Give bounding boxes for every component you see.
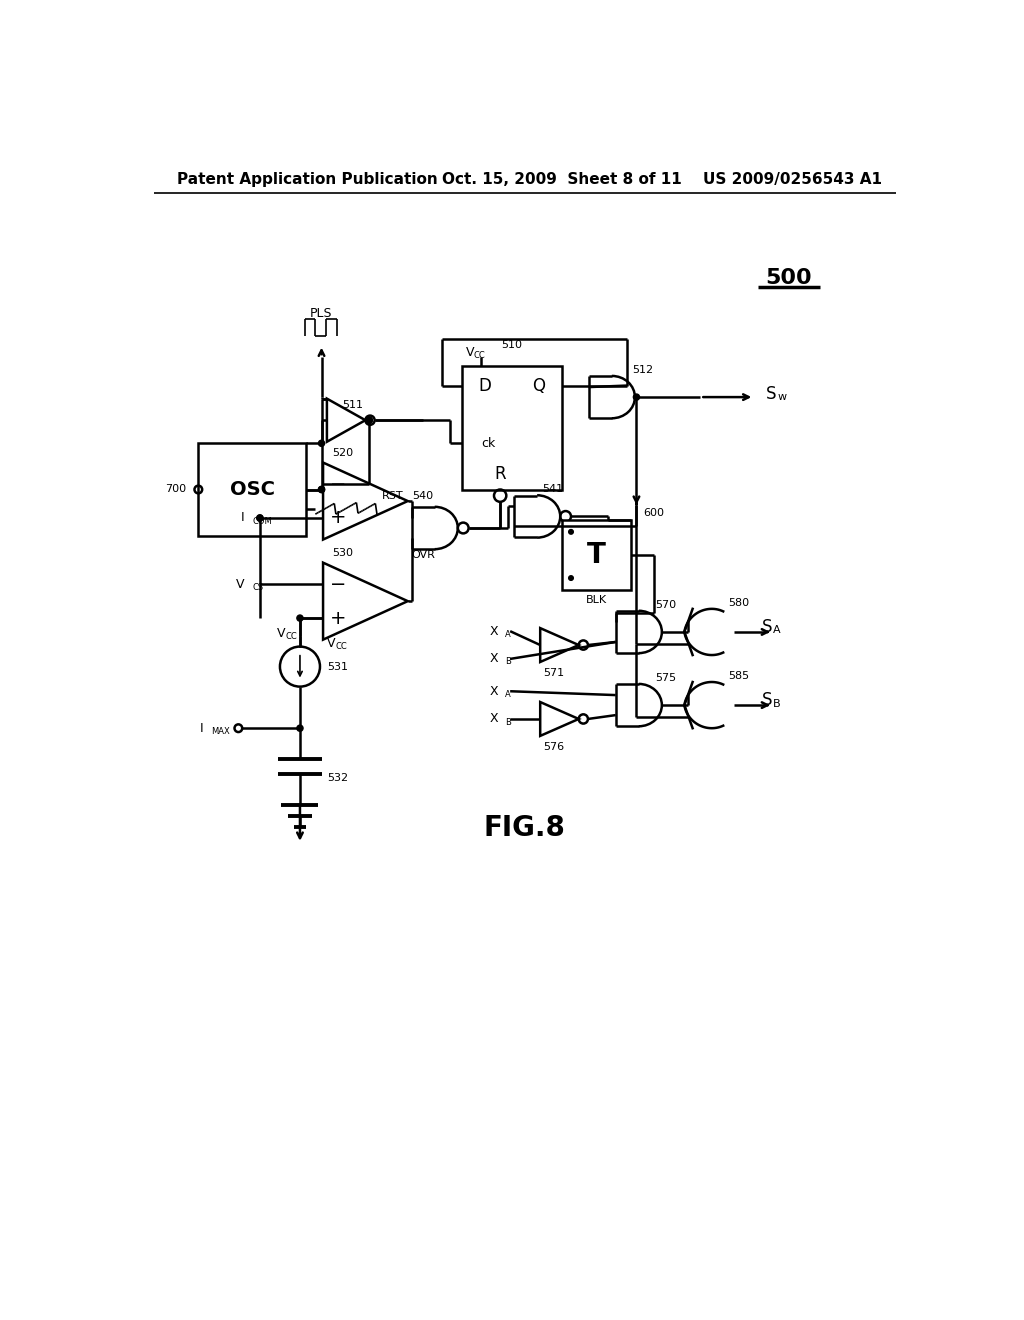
Circle shape (257, 515, 263, 521)
Text: X: X (490, 685, 499, 698)
Text: OSC: OSC (229, 480, 274, 499)
Text: X: X (490, 713, 499, 726)
Text: −: − (331, 475, 347, 494)
Text: CC: CC (286, 632, 297, 642)
Bar (462, 366, 562, 490)
Text: S: S (762, 692, 772, 709)
Text: 500: 500 (766, 268, 812, 288)
Text: COM: COM (252, 516, 272, 525)
Text: A: A (773, 626, 780, 635)
Bar (562, 520, 631, 590)
Text: OVR: OVR (412, 550, 435, 560)
Text: B: B (505, 657, 511, 667)
Text: Oct. 15, 2009  Sheet 8 of 11: Oct. 15, 2009 Sheet 8 of 11 (442, 173, 682, 187)
Text: S: S (766, 385, 776, 403)
Text: D: D (478, 376, 492, 395)
Text: 580: 580 (728, 598, 750, 607)
Text: 520: 520 (332, 449, 353, 458)
Text: Patent Application Publication: Patent Application Publication (177, 173, 438, 187)
Circle shape (568, 576, 573, 581)
Text: CS: CS (252, 583, 263, 591)
Text: CC: CC (474, 351, 485, 360)
Circle shape (568, 529, 573, 535)
Text: +: + (330, 609, 347, 627)
Text: V: V (236, 578, 245, 591)
Text: 585: 585 (728, 671, 750, 681)
Text: B: B (505, 718, 511, 726)
Text: w: w (777, 392, 786, 403)
Text: 600: 600 (644, 508, 665, 517)
Text: 531: 531 (327, 661, 348, 672)
Text: RST: RST (382, 491, 403, 500)
Circle shape (318, 441, 325, 446)
Circle shape (634, 395, 640, 400)
Text: X: X (490, 624, 499, 638)
Text: B: B (773, 698, 780, 709)
Text: 576: 576 (544, 742, 564, 751)
Text: 571: 571 (544, 668, 564, 677)
Text: V: V (466, 346, 474, 359)
Text: I: I (200, 722, 204, 735)
Circle shape (297, 615, 303, 622)
Text: 532: 532 (327, 774, 348, 783)
Text: +: + (330, 508, 347, 528)
Bar (199, 444, 306, 536)
Text: X: X (490, 652, 499, 665)
Text: A: A (505, 690, 511, 698)
Text: BLK: BLK (586, 595, 607, 606)
Text: −: − (331, 574, 347, 594)
Circle shape (318, 486, 325, 492)
Text: 570: 570 (655, 601, 676, 610)
Text: 541: 541 (542, 484, 563, 495)
Text: R: R (495, 465, 506, 483)
Text: US 2009/0256543 A1: US 2009/0256543 A1 (703, 173, 883, 187)
Circle shape (297, 725, 303, 731)
Text: A: A (505, 630, 511, 639)
Text: MAX: MAX (211, 727, 230, 735)
Text: 530: 530 (332, 548, 353, 558)
Text: FIG.8: FIG.8 (484, 814, 565, 842)
Text: S: S (762, 618, 772, 636)
Circle shape (318, 486, 325, 492)
Text: 512: 512 (632, 366, 653, 375)
Text: 540: 540 (413, 491, 434, 500)
Circle shape (367, 417, 373, 424)
Text: V: V (327, 638, 336, 649)
Text: I: I (241, 511, 245, 524)
Text: PLS: PLS (309, 308, 332, 321)
Text: CC: CC (336, 642, 347, 651)
Text: 575: 575 (655, 673, 676, 684)
Text: 511: 511 (342, 400, 364, 409)
Text: T: T (587, 541, 606, 569)
Text: Q: Q (532, 376, 545, 395)
Circle shape (367, 417, 373, 424)
Text: 700: 700 (165, 484, 186, 495)
Text: 510: 510 (501, 339, 522, 350)
Text: V: V (276, 627, 286, 640)
Circle shape (257, 515, 263, 521)
Text: ck: ck (481, 437, 496, 450)
